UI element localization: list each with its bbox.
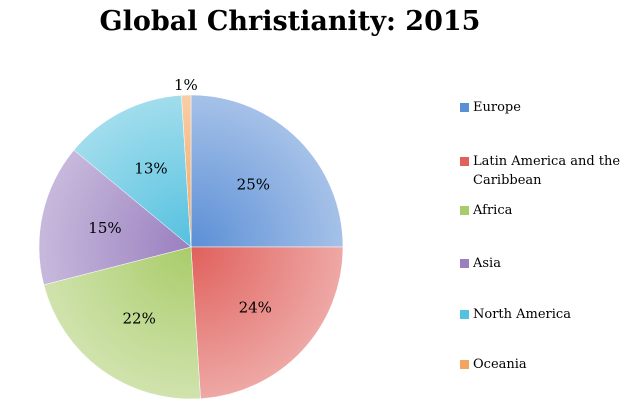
legend-swatch (460, 157, 469, 166)
legend-item: Latin America and the Caribbean (460, 152, 635, 190)
pie-slice-africa (43, 246, 201, 400)
pie-slice-north-america (73, 95, 192, 248)
slice-label-latin-america-and-the-caribbean: 24% (239, 298, 272, 316)
pie-slices (38, 94, 344, 400)
chart-title: Global Christianity: 2015 (99, 6, 481, 37)
slice-label-oceania: 1% (174, 76, 198, 94)
pie-slice-asia (38, 149, 192, 286)
legend-swatch (460, 360, 469, 369)
legend-label: Africa (473, 203, 513, 218)
legend-item: North America (460, 305, 635, 324)
legend-item: Oceania (460, 355, 635, 374)
legend-swatch (460, 259, 469, 268)
pie-slice-europe (190, 94, 344, 248)
legend-swatch (460, 103, 469, 112)
slice-label-europe: 25% (237, 176, 270, 194)
slice-labels: 25% 24% 22% 15% 13% 1% (88, 76, 272, 327)
slice-label-asia: 15% (88, 219, 121, 237)
legend-item: Asia (460, 254, 635, 273)
legend-label: Europe (473, 100, 521, 115)
chart-legend: Europe Latin America and the Caribbean Afr… (460, 0, 640, 416)
slice-label-africa: 22% (123, 309, 156, 327)
legend-item: Europe (460, 98, 635, 117)
pie-slice-oceania (181, 94, 192, 248)
slice-label-north-america: 13% (134, 159, 167, 177)
pie-slice-latin-america-and-the-caribbean (190, 246, 344, 399)
legend-label: Oceania (473, 357, 527, 372)
legend-swatch (460, 206, 469, 215)
legend-label: North America (473, 307, 571, 322)
legend-label: Asia (473, 256, 501, 271)
legend-swatch (460, 310, 469, 319)
legend-label: Latin America and the Caribbean (473, 154, 621, 188)
legend-item: Africa (460, 201, 635, 220)
